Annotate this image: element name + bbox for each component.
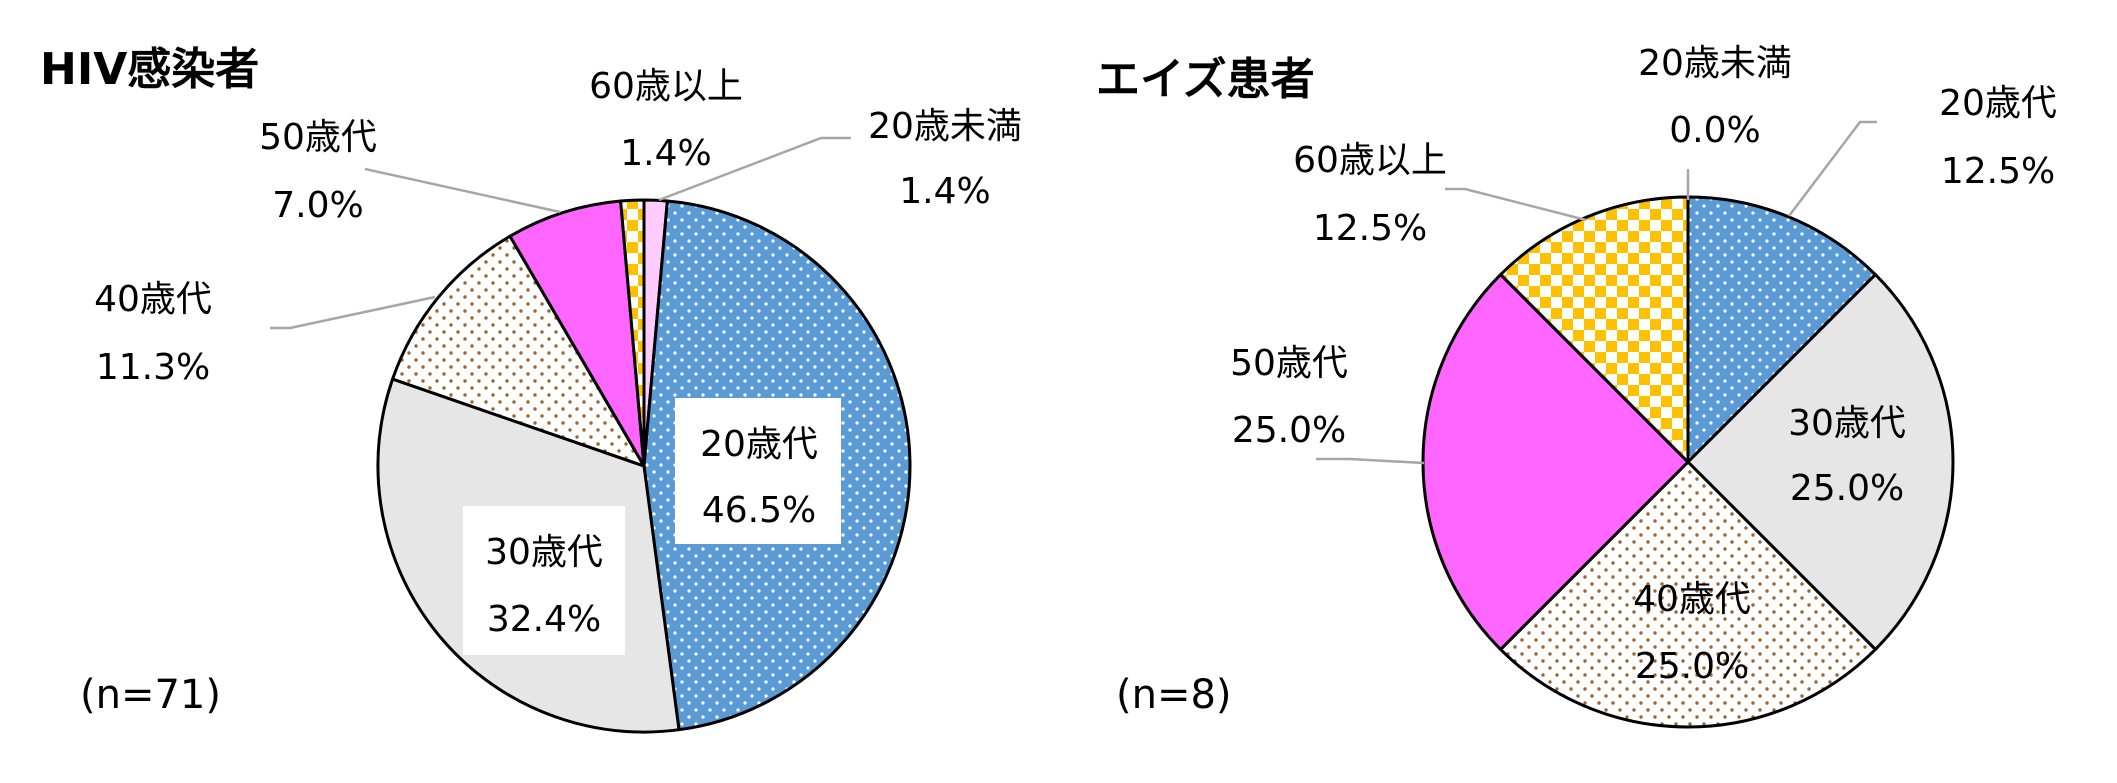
- value-label: 32.4%: [487, 599, 601, 640]
- pie-slice: [391, 234, 646, 468]
- category-label: 20歳未満: [1638, 43, 1792, 84]
- value-label: 12.5%: [1313, 208, 1427, 249]
- category-label: 30歳代: [1788, 403, 1906, 444]
- leader-line: [658, 136, 851, 202]
- category-label: 60歳以上: [589, 66, 743, 107]
- category-label: 20歳未満: [868, 106, 1022, 147]
- value-label: 1.4%: [620, 133, 711, 174]
- category-label: 40歳代: [1633, 579, 1751, 620]
- category-label: 50歳代: [1230, 343, 1348, 384]
- value-label: 25.0%: [1635, 646, 1749, 687]
- pie-1: [1421, 195, 1955, 729]
- value-label: 11.3%: [96, 347, 210, 388]
- value-label: 25.0%: [1790, 468, 1904, 509]
- leader-line: [364, 167, 561, 214]
- label-box: [675, 398, 841, 544]
- leader-line: [1316, 457, 1425, 465]
- leader-line: [1445, 187, 1587, 222]
- annotation: (n=71): [80, 672, 221, 718]
- chart-title: HIV感染者: [40, 44, 259, 95]
- category-label: 20歳代: [700, 424, 818, 465]
- value-label: 7.0%: [272, 185, 363, 226]
- leader-line: [1788, 120, 1877, 217]
- pie-slice: [1499, 195, 1690, 464]
- leader-line: [270, 295, 436, 330]
- category-label: 30歳代: [485, 532, 603, 573]
- value-label: 1.4%: [899, 171, 990, 212]
- pie-slice: [1686, 195, 1877, 464]
- value-label: 12.5%: [1941, 151, 2055, 192]
- category-label: 20歳代: [1939, 83, 2057, 124]
- pie-slice: [619, 198, 646, 468]
- annotation: (n=8): [1116, 672, 1232, 718]
- category-label: 50歳代: [259, 117, 377, 158]
- value-label: 0.0%: [1669, 110, 1760, 151]
- label-box: [463, 506, 625, 655]
- pie-slice: [1499, 460, 1877, 729]
- chart-title: エイズ患者: [1096, 54, 1315, 105]
- pie-slice: [1686, 273, 1955, 651]
- pie-slice: [508, 199, 646, 468]
- category-label: 40歳代: [94, 279, 212, 320]
- value-label: 25.0%: [1232, 410, 1346, 451]
- category-label: 60歳以上: [1293, 140, 1447, 181]
- value-label: 46.5%: [702, 490, 816, 531]
